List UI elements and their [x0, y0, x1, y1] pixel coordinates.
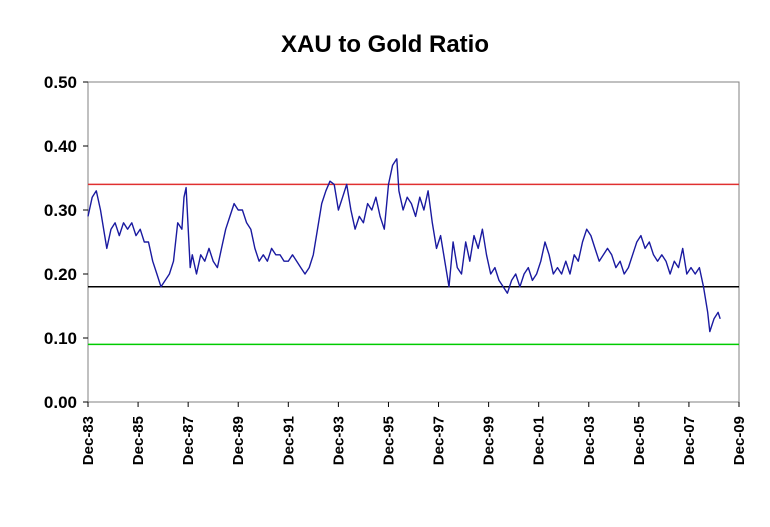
y-axis: 0.00 0.10 0.20 0.30 0.40 0.50 — [44, 73, 88, 412]
x-tick-label: Dec-85 — [130, 416, 147, 465]
y-tick-label: 0.40 — [44, 137, 77, 156]
y-tick-label: 0.10 — [44, 329, 77, 348]
chart-title: XAU to Gold Ratio — [281, 31, 489, 58]
x-tick-label: Dec-01 — [531, 416, 548, 465]
x-axis: Dec-83 Dec-85 Dec-87 Dec-89 Dec-91 Dec-93 Dec-… — [80, 402, 748, 465]
x-tick-label: Dec-03 — [581, 416, 598, 465]
x-tick-label: Dec-97 — [431, 416, 448, 465]
x-tick-label: Dec-93 — [330, 416, 347, 465]
x-tick-label: Dec-99 — [481, 416, 498, 465]
y-tick-label: 0.00 — [44, 393, 77, 412]
y-tick-label: 0.30 — [44, 201, 77, 220]
x-tick-label: Dec-95 — [380, 416, 397, 465]
plot-area — [87, 81, 740, 403]
x-tick-label: Dec-87 — [180, 416, 197, 465]
reference-lines — [88, 183, 739, 346]
x-tick-label: Dec-89 — [230, 416, 247, 465]
x-tick-label: Dec-91 — [280, 416, 297, 465]
series-group — [87, 158, 721, 333]
x-tick-label: Dec-07 — [681, 416, 698, 465]
y-tick-label: 0.50 — [44, 73, 77, 92]
y-tick-label: 0.20 — [44, 265, 77, 284]
x-tick-label: Dec-05 — [631, 416, 648, 465]
x-tick-label: Dec-83 — [80, 416, 97, 465]
x-tick-label: Dec-09 — [731, 416, 748, 465]
series-line-0 — [87, 158, 721, 333]
